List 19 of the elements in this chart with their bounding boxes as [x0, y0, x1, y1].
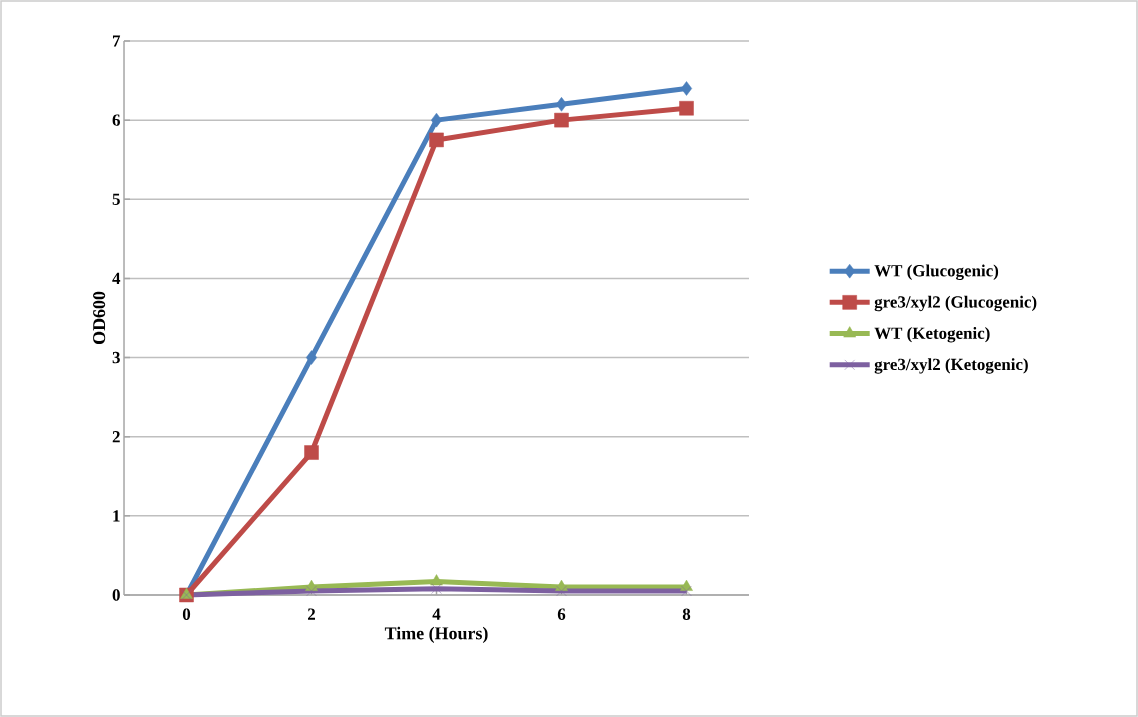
y-axis-title: OD600 — [93, 291, 106, 345]
legend-label: gre3/xyl2 (Ketogenic) — [874, 358, 1028, 374]
y-tick-label: 4 — [112, 272, 121, 284]
x-tick-label: 8 — [682, 608, 691, 620]
legend-label: gre3/xyl2 (Glucogenic) — [874, 295, 1037, 312]
x-tick-label: 4 — [432, 608, 441, 620]
x-axis-title: Time (Hours) — [384, 626, 488, 644]
y-tick-label: 7 — [112, 35, 121, 47]
y-tick-label: 1 — [113, 510, 120, 522]
y-tick-label: 0 — [112, 589, 120, 601]
y-tick-label: 2 — [112, 431, 120, 443]
legend-label: WT (Ketogenic) — [874, 326, 990, 343]
y-tick-label: 3 — [112, 351, 120, 364]
x-tick-label: 2 — [307, 608, 316, 620]
x-tick-label: 6 — [557, 608, 566, 620]
y-tick-label: 5 — [112, 193, 120, 205]
legend-label: WT (Glucogenic) — [874, 264, 999, 280]
y-tick-label: 6 — [112, 114, 120, 126]
x-tick-label: 0 — [182, 608, 191, 620]
